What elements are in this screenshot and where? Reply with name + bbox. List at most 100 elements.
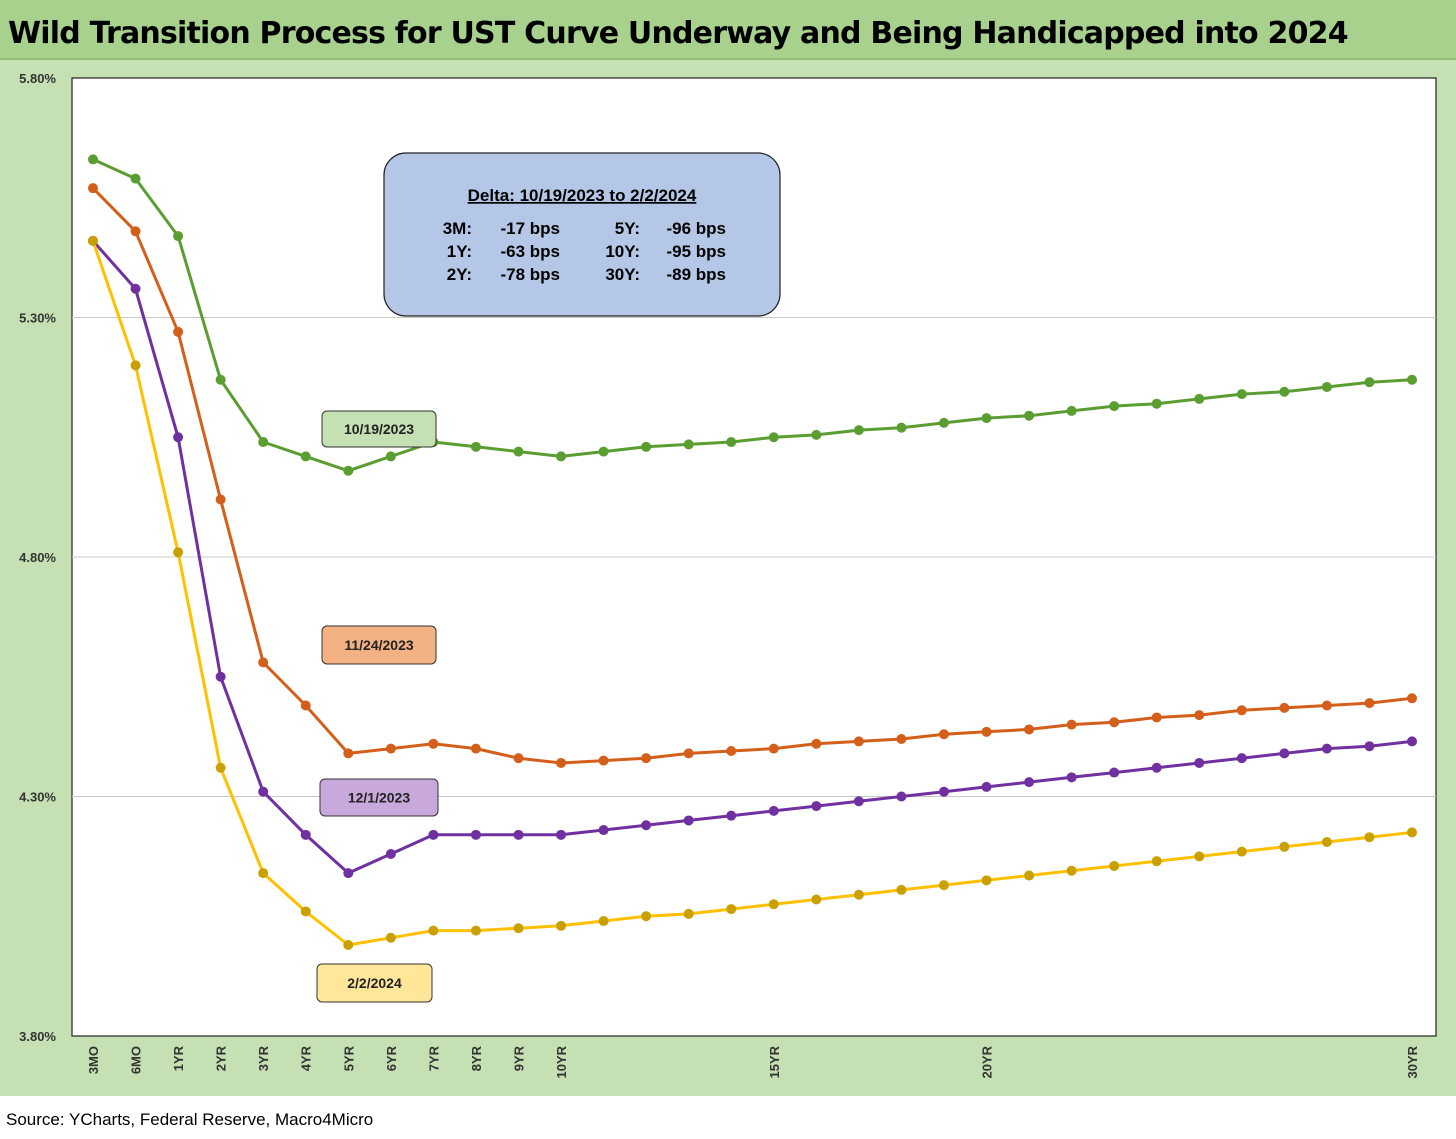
- data-point: [1109, 717, 1120, 728]
- annotation-cell: -95 bps: [666, 242, 726, 261]
- data-point: [896, 791, 907, 802]
- data-point: [726, 745, 737, 756]
- x-tick-label: 6MO: [129, 1046, 144, 1074]
- data-point: [981, 875, 992, 886]
- data-point: [598, 916, 609, 927]
- data-point: [768, 432, 779, 443]
- data-point: [173, 547, 184, 558]
- data-point: [215, 374, 226, 385]
- data-point: [1279, 748, 1290, 759]
- series-line: [91, 239, 1413, 875]
- data-point: [726, 810, 737, 821]
- series-label: 10/19/2023: [344, 421, 414, 437]
- data-point: [1321, 743, 1332, 754]
- data-point: [726, 904, 737, 915]
- annotation-cell: 2Y:: [447, 265, 472, 284]
- annotation-cell: -89 bps: [666, 265, 726, 284]
- data-point: [470, 925, 481, 936]
- data-point: [641, 820, 652, 831]
- data-point: [1407, 374, 1417, 385]
- data-point: [1279, 841, 1290, 852]
- annotation-cell: 3M:: [443, 219, 472, 238]
- data-point: [173, 432, 184, 443]
- data-point: [1151, 856, 1162, 867]
- data-point: [258, 786, 269, 797]
- data-point: [556, 920, 567, 931]
- data-point: [556, 451, 567, 462]
- data-point: [768, 805, 779, 816]
- data-point: [1321, 837, 1332, 848]
- data-point: [981, 413, 992, 424]
- x-tick-label: 9YR: [511, 1045, 526, 1071]
- data-point: [385, 932, 396, 943]
- chart-title: Wild Transition Process for UST Curve Un…: [8, 16, 1349, 51]
- data-point: [938, 729, 949, 740]
- series-12/1/2023: [88, 235, 1417, 879]
- data-point: [1194, 710, 1205, 721]
- source-note: Source: YCharts, Federal Reserve, Macro4…: [6, 1110, 374, 1129]
- series-label-box: [319, 778, 439, 817]
- data-point: [130, 173, 141, 184]
- y-axis-ticks: 5.80% 5.30% 4.80% 4.30% 3.80%: [19, 71, 56, 1044]
- data-point: [1066, 405, 1077, 416]
- x-tick-label: 4YR: [299, 1045, 314, 1071]
- gridlines: [72, 317, 1436, 797]
- data-point: [1066, 719, 1077, 730]
- title-bar: Wild Transition Process for UST Curve Un…: [0, 0, 1456, 60]
- data-point: [470, 743, 481, 754]
- data-point: [88, 154, 98, 165]
- series-label: 11/24/2023: [344, 637, 414, 653]
- data-point: [513, 923, 524, 934]
- y-tick-label: 3.80%: [19, 1029, 56, 1044]
- x-axis-ticks: 3MO 6MO 1YR 2YR 3YR 4YR 5YR 6YR 7YR 8YR 9YR 10YR 15Y…: [86, 1045, 1420, 1078]
- data-point: [1236, 705, 1247, 716]
- data-point: [1109, 860, 1120, 871]
- data-point: [1236, 389, 1247, 400]
- data-point: [88, 183, 98, 194]
- data-point: [343, 939, 354, 950]
- data-point: [428, 738, 439, 749]
- data-point: [981, 726, 992, 737]
- data-point: [811, 894, 822, 905]
- data-point: [1194, 393, 1205, 404]
- series-2/2/2024: [88, 235, 1417, 950]
- data-point: [1024, 724, 1035, 735]
- data-point: [1194, 851, 1205, 862]
- data-point: [173, 326, 184, 337]
- x-tick-label: 5YR: [341, 1045, 356, 1071]
- annotation-cell: -17 bps: [500, 219, 560, 238]
- data-point: [470, 441, 481, 452]
- series-labels: 10/19/2023 11/24/2023 12/1/2023 2/2/2024: [316, 410, 439, 1003]
- data-point: [130, 283, 141, 294]
- series-10/19/2023: [88, 154, 1417, 476]
- data-point: [1321, 700, 1332, 711]
- data-point: [641, 911, 652, 922]
- data-point: [1109, 767, 1120, 778]
- data-point: [215, 671, 226, 682]
- x-tick-label: 1YR: [171, 1045, 186, 1071]
- annotation-cell: 30Y:: [605, 265, 640, 284]
- data-point: [853, 736, 864, 747]
- annotation-box: [383, 152, 781, 317]
- data-point: [938, 786, 949, 797]
- data-point: [428, 829, 439, 840]
- x-tick-label: 30YR: [1405, 1045, 1420, 1078]
- annotation-cell: -63 bps: [500, 242, 560, 261]
- data-point: [300, 451, 311, 462]
- data-point: [385, 451, 396, 462]
- data-point: [88, 235, 98, 246]
- y-tick-label: 5.30%: [19, 311, 56, 326]
- annotation-cell: 10Y:: [605, 242, 640, 261]
- series-label-box: [321, 625, 437, 665]
- y-tick-label: 4.30%: [19, 790, 56, 805]
- data-point: [300, 829, 311, 840]
- data-point: [896, 422, 907, 433]
- annotation-cell: 1Y:: [447, 242, 472, 261]
- data-point: [556, 757, 567, 768]
- data-point: [130, 226, 141, 237]
- series-group: [88, 154, 1417, 950]
- data-point: [683, 439, 694, 450]
- data-point: [811, 801, 822, 812]
- data-point: [300, 906, 311, 917]
- data-point: [641, 441, 652, 452]
